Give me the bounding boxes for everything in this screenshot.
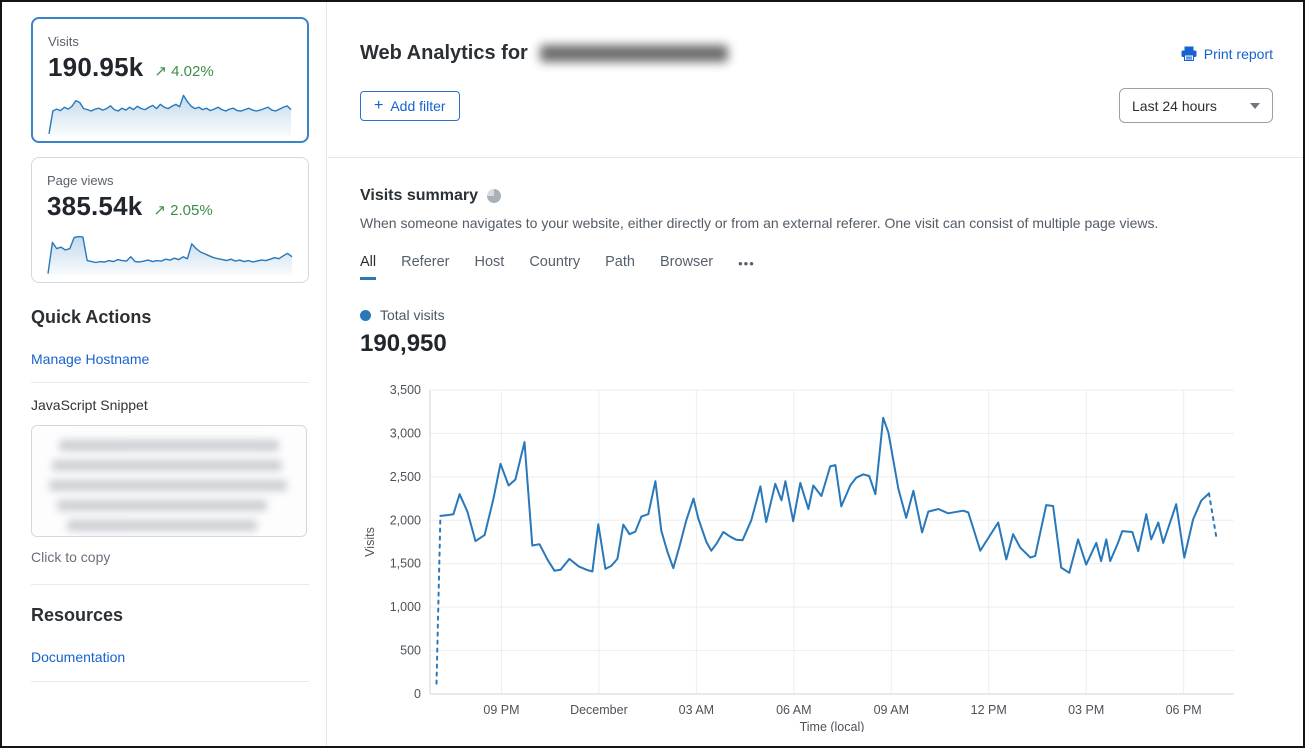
main-header: Web Analytics for Print report + [328,2,1303,158]
printer-icon [1181,46,1197,61]
svg-text:Visits: Visits [363,527,377,557]
add-filter-button[interactable]: + Add filter [360,90,460,121]
javascript-snippet-code-redacted[interactable] [31,425,307,537]
visits-summary-section: Visits summary When someone navigates to… [328,187,1303,737]
tab-country[interactable]: Country [529,254,581,270]
redacted-domain-name [539,45,728,62]
tab-path[interactable]: Path [605,254,635,270]
click-to-copy-hint: Click to copy [31,549,111,565]
visits-card-value: 190.95k [48,52,144,82]
redacted-code-line [51,460,282,471]
tab-browser[interactable]: Browser [659,254,714,270]
visits-line-chart: 0 500 1,000 1,500 2,000 2,500 3,000 3,500 09 PM D… [360,380,1273,737]
svg-text:06 AM: 06 AM [776,703,811,717]
svg-text:3,000: 3,000 [390,426,421,440]
time-range-value: Last 24 hours [1132,97,1217,114]
more-tabs-button[interactable]: ••• [738,256,755,271]
page-views-card-label: Page views [47,173,114,188]
sampling-pie-icon[interactable] [487,189,501,203]
time-range-dropdown[interactable]: Last 24 hours [1119,88,1273,123]
resources-heading: Resources [31,605,124,625]
svg-text:12 PM: 12 PM [971,703,1007,717]
svg-text:06 PM: 06 PM [1166,703,1202,717]
svg-text:09 AM: 09 AM [874,703,909,717]
page-views-stat-card[interactable]: Page views 385.54k ↗ 2.05% [31,157,309,283]
quick-actions-heading: Quick Actions [31,307,152,327]
redacted-code-line [49,480,287,491]
page-views-sparkline-chart [47,235,293,276]
redacted-code-line [66,520,257,531]
visits-line-chart-svg: 0 500 1,000 1,500 2,000 2,500 3,000 3,500 09 PM D… [363,383,1234,734]
svg-text:1,500: 1,500 [390,557,421,571]
svg-text:2,000: 2,000 [390,513,421,527]
tab-referer[interactable]: Referer [401,254,450,270]
divider [31,584,309,585]
up-arrow-icon: ↗ [154,63,167,80]
javascript-snippet-label: JavaScript Snippet [31,397,148,413]
svg-text:Time (local): Time (local) [800,720,865,732]
visits-card-delta: ↗ 4.02% [154,63,214,80]
page-views-card-value: 385.54k [47,191,143,221]
chevron-down-icon [1250,102,1260,109]
svg-text:3,500: 3,500 [390,383,421,397]
visits-card-label: Visits [48,34,79,49]
redacted-code-line [59,440,279,451]
visits-stat-card[interactable]: Visits 190.95k ↗ 4.02% [31,17,309,143]
divider [31,681,309,682]
total-visits-legend-dot [360,309,371,321]
chart-legend: Total visits [360,307,1273,323]
svg-text:03 PM: 03 PM [1068,703,1104,717]
dimension-tabs: All Referer Host Country Path Browser ••… [360,254,1273,280]
svg-text:500: 500 [400,644,421,658]
tab-all[interactable]: All [360,254,377,280]
documentation-link[interactable]: Documentation [31,649,126,665]
sidebar: Visits 190.95k ↗ 4.02% Page views 385.54… [2,2,327,746]
up-arrow-icon: ↗ [153,202,166,219]
svg-text:0: 0 [414,687,421,701]
svg-text:1,000: 1,000 [390,600,421,614]
redacted-code-line [56,500,267,511]
page-views-card-delta: ↗ 2.05% [153,202,213,219]
svg-text:December: December [570,703,628,717]
svg-text:09 PM: 09 PM [483,703,519,717]
manage-hostname-link[interactable]: Manage Hostname [31,351,150,367]
total-visits-value: 190,950 [360,330,447,357]
plus-icon: + [374,96,384,114]
visits-sparkline-chart [48,94,292,137]
visits-summary-title: Visits summary [360,187,478,204]
svg-text:03 AM: 03 AM [679,703,714,717]
divider [31,382,309,383]
visits-summary-description: When someone navigates to your website, … [360,215,1159,231]
tab-host[interactable]: Host [474,254,505,270]
total-visits-legend-label: Total visits [380,307,445,323]
main-panel: Web Analytics for Print report + [328,2,1303,746]
print-report-link[interactable]: Print report [1181,46,1273,62]
svg-text:2,500: 2,500 [390,470,421,484]
page-title: Web Analytics for [360,42,728,65]
